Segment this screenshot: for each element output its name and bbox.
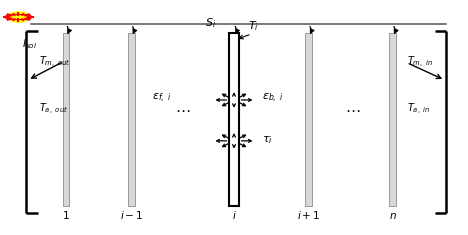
Text: $1$: $1$ (62, 209, 70, 221)
FancyArrowPatch shape (235, 27, 239, 33)
Text: $\varepsilon_{b,\ i}$: $\varepsilon_{b,\ i}$ (262, 92, 284, 105)
Circle shape (8, 12, 29, 22)
Text: $n$: $n$ (389, 212, 396, 221)
Bar (389, 33, 396, 206)
Bar (306, 33, 312, 206)
Text: $T_{a,\ in}$: $T_{a,\ in}$ (407, 102, 430, 117)
Bar (229, 33, 239, 206)
Text: $T_i$: $T_i$ (248, 20, 259, 33)
Text: $I_{sol}$: $I_{sol}$ (22, 37, 37, 51)
Text: $i$: $i$ (232, 209, 236, 221)
Text: $i+1$: $i+1$ (297, 209, 320, 221)
Text: $\cdots$: $\cdots$ (175, 102, 190, 117)
Text: $\cdots$: $\cdots$ (345, 102, 361, 117)
FancyArrowPatch shape (394, 27, 398, 33)
Text: $\tau_i$: $\tau_i$ (262, 134, 273, 146)
Text: $T_{a,\ out}$: $T_{a,\ out}$ (39, 102, 68, 117)
Text: $i-1$: $i-1$ (120, 209, 143, 221)
Text: $S_i$: $S_i$ (205, 16, 216, 30)
Bar (63, 33, 69, 206)
Text: $\varepsilon_{f,\ i}$: $\varepsilon_{f,\ i}$ (152, 92, 171, 105)
FancyArrowPatch shape (67, 27, 71, 33)
Bar (128, 33, 135, 206)
FancyArrowPatch shape (133, 27, 137, 33)
Text: $T_{m,\ in}$: $T_{m,\ in}$ (407, 55, 433, 70)
FancyArrowPatch shape (310, 27, 314, 33)
Text: $T_{m,\ out}$: $T_{m,\ out}$ (39, 55, 71, 70)
